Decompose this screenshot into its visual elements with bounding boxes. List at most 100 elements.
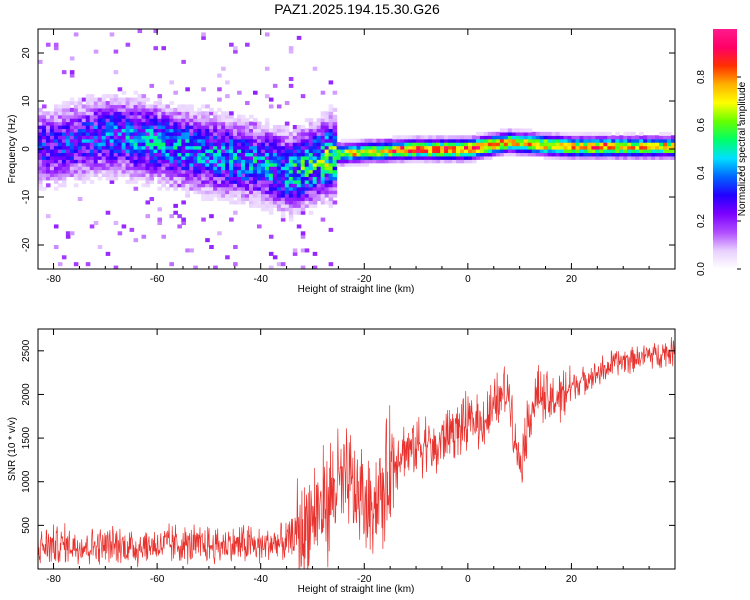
spectrogram-cell <box>117 104 123 109</box>
spectrogram-cell <box>252 149 258 154</box>
spectrogram-cell <box>89 179 95 184</box>
colorbar-tick-label: 0.0 <box>696 262 707 276</box>
spectrogram-cell <box>169 183 174 188</box>
spectrogram-cell <box>563 145 569 150</box>
spectrogram-cell <box>392 155 397 160</box>
spectrogram-cell <box>312 155 318 160</box>
spectrogram-cell <box>97 114 103 119</box>
spectrogram-cell <box>205 197 210 202</box>
spectrogram-cell <box>288 155 294 160</box>
spectrogram-cell <box>348 145 354 150</box>
spectrogram-cell <box>340 159 346 164</box>
spectrogram-cell <box>372 152 378 157</box>
spectrogram-cell <box>153 166 159 171</box>
spectrogram-cell <box>177 224 182 229</box>
spectrogram-cell <box>523 128 529 133</box>
spectrogram-cell <box>260 131 266 136</box>
spectrogram-cell <box>388 145 393 150</box>
spectrogram-cell <box>53 176 59 181</box>
spectrogram-cell <box>627 155 632 160</box>
spectrogram-cell <box>308 159 314 164</box>
spectrogram-cell <box>217 114 222 119</box>
spectrogram-cell <box>209 135 214 140</box>
spectrogram-cell <box>400 152 405 157</box>
spectrogram-cell <box>264 152 270 157</box>
spectrogram-cell <box>165 186 170 191</box>
spectrogram-cell <box>364 142 370 147</box>
spectrogram-cell <box>539 138 545 143</box>
spectrogram-cell <box>264 125 270 130</box>
spectrogram-cell <box>324 190 330 195</box>
spectrogram-cell <box>149 104 155 109</box>
spectrogram-cell <box>185 104 190 109</box>
spectrogram-cell <box>201 125 206 130</box>
spectrogram-cell <box>284 125 290 130</box>
spectrogram-cell <box>475 142 481 147</box>
spectrogram-cell <box>237 114 242 119</box>
spectrogram-cell <box>511 135 517 140</box>
spectrogram-cell <box>53 125 59 130</box>
spectrogram-cell <box>89 101 95 106</box>
spectrogram-cell <box>312 128 318 133</box>
spectrogram-cell <box>336 155 342 160</box>
spectrogram-cell <box>575 138 581 143</box>
spectrogram-cell <box>201 111 206 116</box>
spectrogram-cell <box>252 186 258 191</box>
spectrogram-cell <box>77 131 83 136</box>
spectrogram-cell <box>181 155 186 160</box>
spectrogram-cell <box>81 97 87 102</box>
spectrogram-cell <box>249 190 254 195</box>
spectrogram-cell <box>471 145 477 150</box>
spectrogram-cell <box>229 135 234 140</box>
spectrogram-cell <box>288 135 294 140</box>
spectrogram-cell <box>125 97 131 102</box>
spectrogram-cell <box>129 128 135 133</box>
spectrogram-cell <box>320 169 326 174</box>
spectrogram-cell <box>225 111 230 116</box>
spectrogram-cell <box>133 118 139 123</box>
spectrogram-cell <box>340 138 346 143</box>
spectrogram-cell <box>408 135 413 140</box>
x-tick-label: -20 <box>357 574 372 585</box>
spectrogram-cell <box>85 97 91 102</box>
spectrogram-cell <box>280 200 286 205</box>
spectrogram-cell <box>316 193 322 198</box>
spectrogram-cell <box>575 131 581 136</box>
spectrogram-cell <box>173 173 178 178</box>
spectrogram-cell <box>201 32 206 37</box>
spectrogram-cell <box>320 114 326 119</box>
spectrogram-cell <box>551 131 557 136</box>
spectrogram-cell <box>260 162 266 167</box>
spectrogram-cell <box>392 152 397 157</box>
spectrogram-cell <box>280 179 286 184</box>
spectrogram-cell <box>300 173 306 178</box>
spectrogram-cell <box>252 135 258 140</box>
spectrogram-cell <box>575 142 581 147</box>
spectrogram-cell <box>41 142 47 147</box>
spectrogram-cell <box>436 152 441 157</box>
spectrogram-cell <box>312 159 318 164</box>
spectrogram-cell <box>272 197 278 202</box>
spectrogram-cell <box>320 128 326 133</box>
spectrogram-cell <box>121 162 127 167</box>
spectrogram-cell <box>475 135 481 140</box>
spectrogram-cell <box>89 94 95 99</box>
spectrogram-cell <box>93 169 99 174</box>
spectrogram-cell <box>97 97 103 102</box>
spectrogram-cell <box>404 142 409 147</box>
spectrogram-cell <box>38 59 43 64</box>
spectrogram-cell <box>475 152 481 157</box>
spectrogram-cell <box>213 183 218 188</box>
spectrogram-cell <box>264 66 270 71</box>
spectrogram-cell <box>217 128 222 133</box>
spectrogram-cells <box>38 29 675 269</box>
spectrogram-cell <box>249 138 254 143</box>
spectrogram-cell <box>332 149 338 154</box>
spectrogram-cell <box>113 221 119 226</box>
spectrogram-cell <box>201 183 206 188</box>
spectrogram-cell <box>217 142 222 147</box>
spectrogram-cell <box>165 162 170 167</box>
spectrogram-cell <box>57 152 63 157</box>
spectrogram-cell <box>181 131 186 136</box>
spectrogram-cell <box>463 138 469 143</box>
